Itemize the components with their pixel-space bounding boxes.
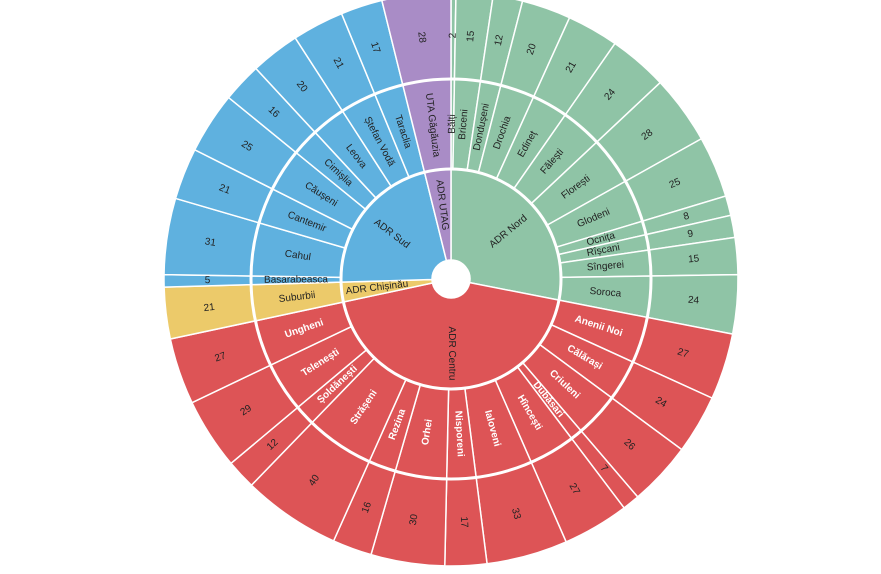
value-label-riscani: 9 (687, 228, 695, 240)
district-label-briceni: Briceni (457, 109, 470, 140)
district-label-basarabeasca: Basarabeasca (264, 274, 328, 285)
district-label-singerei: Sîngerei (586, 260, 624, 274)
value-label-glodeni: 25 (668, 176, 683, 191)
value-label-briceni: 15 (465, 30, 477, 42)
ring-separator-2 (249, 77, 653, 481)
value-label-ialoveni: 33 (509, 507, 523, 521)
district-label-suburbii: Suburbii (278, 290, 316, 305)
value-label-hincesti: 27 (567, 482, 582, 498)
region-label-adr-centru: ADR Centru (446, 326, 457, 380)
district-label-cahul: Cahul (284, 248, 311, 263)
value-label-drochia: 20 (525, 42, 539, 57)
center-hole (432, 260, 470, 298)
district-label-soroca: Soroca (589, 286, 622, 300)
value-label-orhei: 30 (408, 513, 421, 526)
value-label-singerei: 15 (688, 253, 700, 265)
value-label-basarabeasca: 5 (205, 275, 211, 286)
value-label-suburbii: 21 (203, 302, 216, 314)
value-label-ocnita: 8 (682, 211, 691, 223)
value-label-uta-gagauzia: 28 (415, 31, 427, 44)
segments-group (163, 0, 739, 567)
value-label-stefan-voda: 21 (331, 56, 346, 71)
value-label-anenii-noi: 27 (676, 347, 690, 361)
value-label-donduseni: 12 (493, 33, 506, 47)
value-label-edinet: 21 (564, 59, 579, 74)
ring-separator-1 (339, 167, 563, 391)
district-label-orhei: Orhei (420, 418, 435, 446)
value-label-cantemir: 21 (217, 182, 232, 196)
value-label-calarasi: 24 (653, 395, 669, 410)
district-label-balti: Bălți (447, 114, 458, 134)
value-label-soroca: 24 (688, 295, 700, 307)
value-label-nisporeni: 17 (458, 516, 470, 528)
value-label-dubasari: 7 (598, 463, 610, 475)
value-label-balti: 2 (448, 32, 459, 38)
value-label-cahul: 31 (204, 236, 217, 249)
value-label-taraclia: 17 (368, 41, 382, 55)
value-label-rezina: 16 (360, 500, 374, 515)
value-label-ungheni: 27 (213, 350, 227, 364)
district-label-nisporeni: Nisporeni (452, 410, 465, 457)
